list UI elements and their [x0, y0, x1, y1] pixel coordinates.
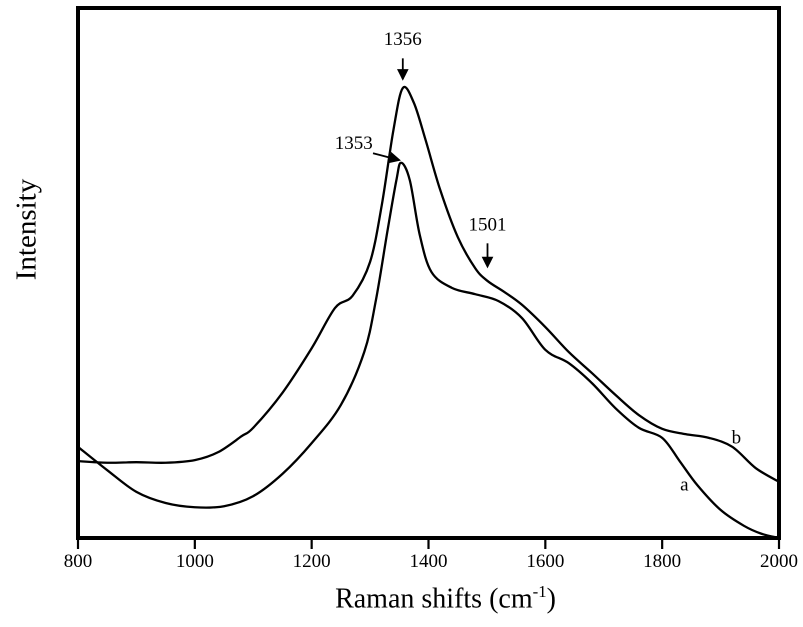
spectrum-curve-a [78, 161, 779, 538]
spectrum-curve-b [78, 85, 779, 483]
curves-group [78, 85, 779, 538]
annotation-1353: 1353 [335, 133, 373, 154]
x-axis-label-text: Raman shifts (cm [335, 583, 533, 615]
x-tick-label: 2000 [760, 551, 798, 572]
annotation-a: a [680, 474, 689, 495]
x-axis-label-close: ) [546, 583, 556, 615]
x-tick-label: 1800 [643, 551, 681, 572]
annotation-arrow-1353 [372, 151, 401, 164]
annotation-1356: 1356 [384, 29, 422, 50]
y-axis-label: Intensity [10, 178, 43, 281]
x-tick-label: 1400 [410, 551, 448, 572]
x-tick-label: 1000 [176, 551, 214, 572]
plot-frame [76, 6, 781, 540]
annotation-b: b [732, 428, 742, 449]
x-tick-label: 800 [64, 551, 93, 572]
x-axis-label: Raman shifts (cm-1) [95, 582, 796, 615]
x-axis-label-superscript: -1 [532, 582, 547, 601]
x-tick-label: 1600 [526, 551, 564, 572]
annotation-1501: 1501 [469, 215, 507, 236]
x-tick-label: 1200 [293, 551, 331, 572]
